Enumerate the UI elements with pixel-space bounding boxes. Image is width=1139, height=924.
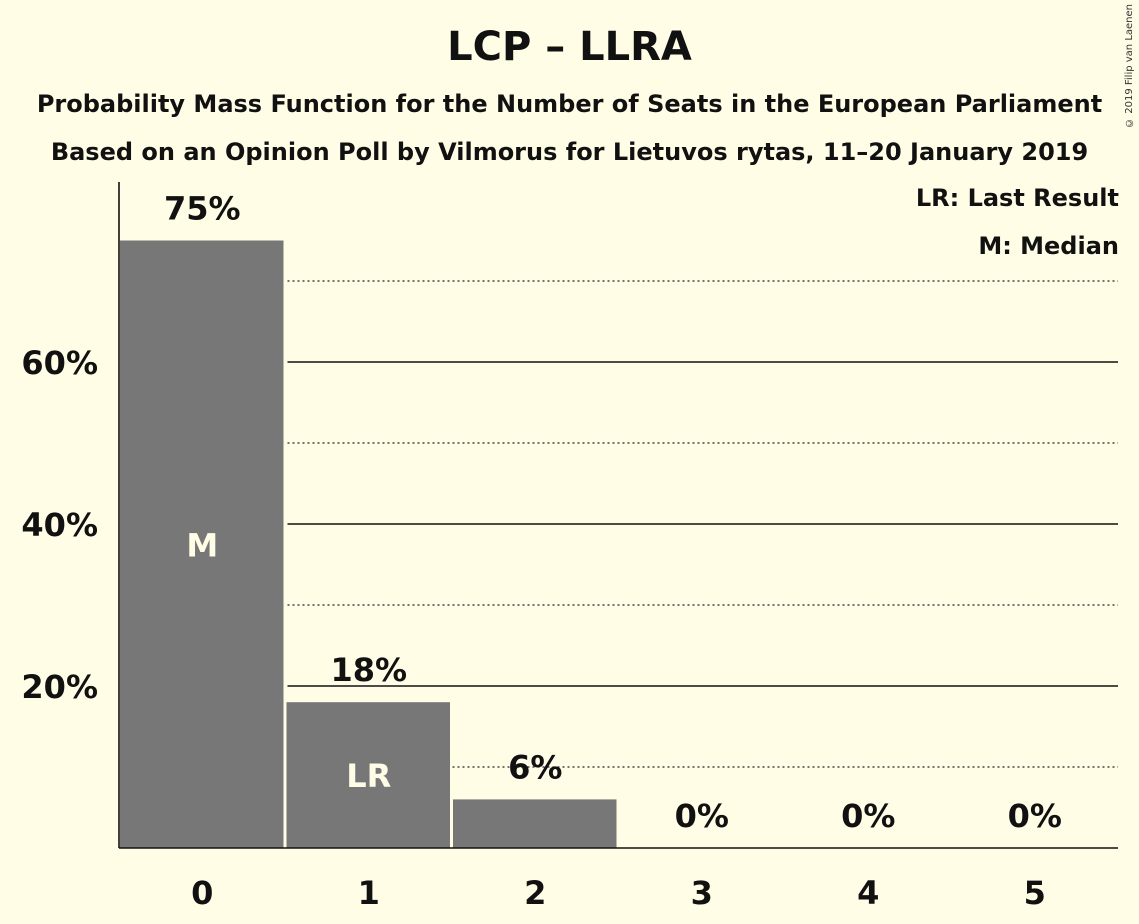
legend-last-result: LR: Last Result <box>915 184 1119 212</box>
x-tick-label: 4 <box>857 874 879 912</box>
y-tick-label: 40% <box>21 506 98 544</box>
bar <box>120 240 284 848</box>
chart-subtitle: Probability Mass Function for the Number… <box>36 90 1103 118</box>
chart-title: LCP – LLRA <box>447 24 692 70</box>
y-tick-label: 60% <box>21 344 98 382</box>
bar-value-label: 6% <box>508 748 562 786</box>
x-tick-label: 2 <box>524 874 546 912</box>
bar-value-label: 75% <box>164 190 241 228</box>
chart-source-note: Based on an Opinion Poll by Vilmorus for… <box>50 138 1089 166</box>
bar-marker-label: M <box>186 526 218 564</box>
x-tick-label: 5 <box>1024 874 1046 912</box>
bar-marker-label: LR <box>346 757 391 795</box>
legend-median: M: Median <box>978 232 1119 260</box>
y-tick-label: 20% <box>21 668 98 706</box>
bar-value-label: 0% <box>675 797 729 835</box>
bar-value-label: 0% <box>1008 797 1062 835</box>
bar-value-label: 0% <box>841 797 895 835</box>
bar-value-label: 18% <box>330 651 407 689</box>
bar <box>453 799 617 848</box>
x-tick-label: 1 <box>358 874 380 912</box>
bar <box>286 702 450 848</box>
x-tick-label: 0 <box>191 874 213 912</box>
x-tick-label: 3 <box>691 874 713 912</box>
